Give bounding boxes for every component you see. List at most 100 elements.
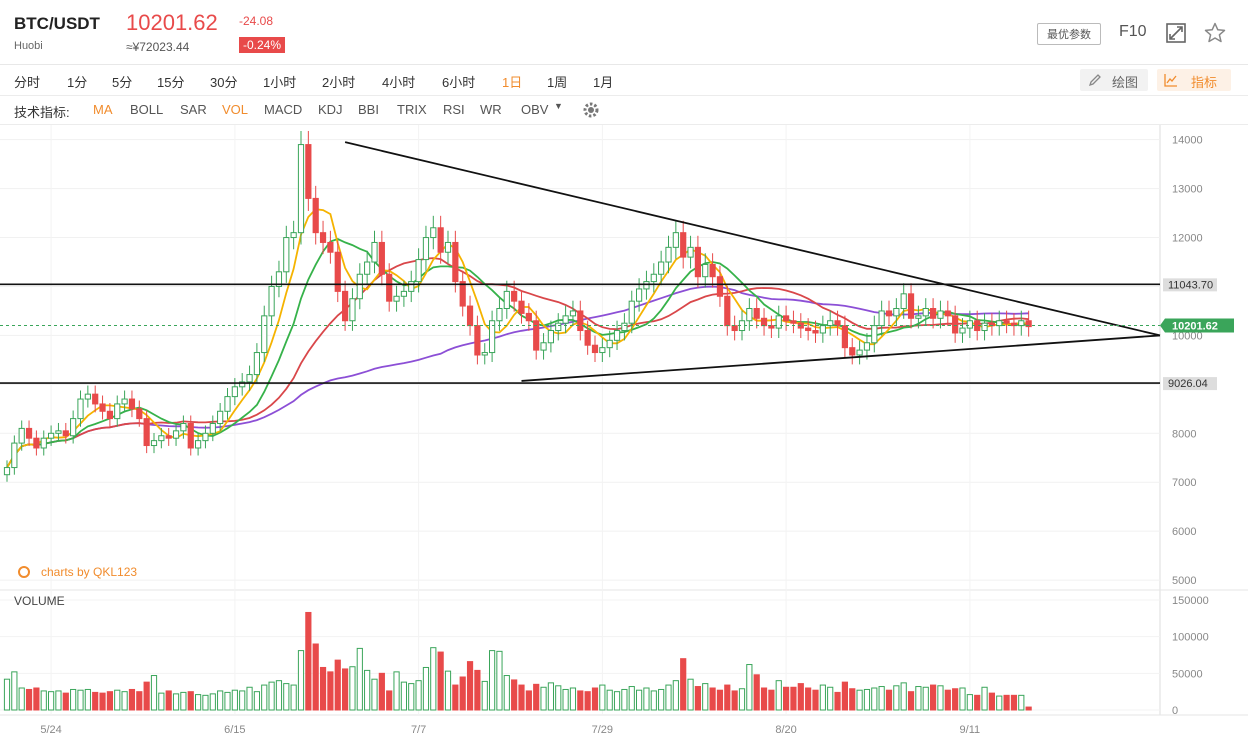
indicator-sar[interactable]: SAR: [180, 102, 207, 117]
volume-bar: [591, 687, 599, 711]
timeframe-6h[interactable]: 6小时: [442, 75, 476, 90]
indicator-trix[interactable]: TRIX: [397, 102, 427, 117]
timeframe-30m[interactable]: 30分: [210, 75, 238, 90]
volume-tick-label: 0: [1172, 705, 1178, 717]
indicator-kdj[interactable]: KDJ: [318, 102, 343, 117]
volume-bar: [459, 676, 466, 711]
candle-body: [511, 290, 518, 302]
draw-button[interactable]: 绘图: [1080, 69, 1148, 91]
trendline-drawings[interactable]: [0, 141, 1161, 384]
star-icon[interactable]: [1203, 21, 1227, 45]
candle-body: [459, 281, 466, 307]
f10-button[interactable]: F10: [1119, 23, 1147, 40]
candle-body: [849, 347, 856, 356]
optimal-params-button[interactable]: 最优参数: [1037, 23, 1101, 45]
candle-body: [966, 320, 973, 329]
volume-bar: [584, 691, 591, 711]
timeframe-15m[interactable]: 15分: [157, 75, 185, 90]
candle-body: [746, 308, 753, 322]
volume-bar: [474, 669, 481, 711]
candle-body: [231, 386, 238, 398]
candle-body: [885, 310, 893, 317]
volume-bar: [224, 691, 231, 711]
volume-bar: [753, 674, 760, 711]
candle-body: [981, 322, 988, 332]
candle-body: [84, 393, 91, 400]
fullscreen-icon[interactable]: [1164, 21, 1188, 45]
volume-bar: [613, 691, 621, 711]
timeframe-1d[interactable]: 1日: [502, 75, 523, 90]
volume-bar: [253, 691, 261, 711]
timeframe-5m[interactable]: 5分: [112, 75, 133, 90]
time-tick-label: 9/11: [960, 724, 981, 736]
indicator-macd[interactable]: MACD: [264, 102, 303, 117]
volume-tick-label: 100000: [1172, 632, 1209, 644]
volume-bar: [966, 694, 973, 711]
timeframe-tick[interactable]: 分时: [14, 75, 41, 90]
volume-bar: [489, 650, 496, 711]
candle-body: [694, 246, 701, 278]
timeframe-1m[interactable]: 1分: [67, 75, 88, 90]
indicator-obv[interactable]: OBV: [521, 102, 549, 117]
indicator-ma[interactable]: MA: [93, 102, 113, 117]
indicator-boll[interactable]: BOLL: [130, 102, 164, 117]
time-tick-label: 7/29: [592, 724, 613, 736]
volume-bar: [959, 687, 966, 711]
candle-body: [305, 144, 312, 199]
timeframe-1h[interactable]: 1小时: [263, 75, 297, 90]
price-tick-label: 5000: [1172, 575, 1196, 587]
candle-body: [907, 293, 915, 319]
volume-bar: [334, 659, 341, 711]
volume-bar: [172, 693, 180, 711]
watermark-text: charts by QKL123: [41, 565, 137, 579]
indicator-rsi[interactable]: RSI: [443, 102, 465, 117]
candle-body: [371, 241, 378, 263]
volume-bar: [246, 686, 253, 711]
gear-icon[interactable]: [582, 101, 600, 119]
price-tick-label: 12000: [1172, 233, 1203, 245]
volume-bar: [422, 666, 430, 711]
volume-bar: [768, 689, 775, 711]
last-price: 10201.62: [126, 10, 218, 35]
candle-body: [239, 381, 246, 388]
volume-bar: [1025, 706, 1032, 711]
volume-bar: [209, 693, 216, 711]
price-tick-label: 7000: [1172, 477, 1196, 489]
chart-watermark: charts by QKL123: [18, 565, 137, 579]
volume-bar: [856, 689, 863, 711]
level-tag: [1163, 377, 1217, 391]
volume-bar: [393, 671, 400, 711]
volume-bar: [239, 690, 246, 711]
candle-body: [466, 305, 474, 327]
ticker-header: BTC/USDT Huobi 10201.62 ≈¥72023.44 -24.0…: [0, 0, 1248, 65]
chart-grid: [0, 125, 1248, 716]
candle-body: [202, 432, 209, 442]
candle-body: [430, 227, 437, 239]
indicator-button[interactable]: 指标: [1157, 69, 1231, 91]
candle-body: [481, 352, 488, 356]
level-tag-label: 9026.04: [1168, 378, 1208, 390]
volume-bar: [290, 684, 297, 711]
timeframe-2h[interactable]: 2小时: [322, 75, 356, 90]
volume-bar: [136, 691, 143, 711]
volume-bar: [261, 684, 268, 711]
indicator-vol[interactable]: VOL: [222, 102, 249, 117]
candle-body: [878, 310, 885, 327]
candle-body: [11, 442, 18, 469]
candle-body: [959, 327, 966, 334]
candle-body: [33, 437, 40, 449]
price-chart[interactable]: 1400013000120001100010000900080007000600…: [0, 125, 1248, 750]
indicator-wr[interactable]: WR: [480, 102, 502, 117]
chevron-down-icon[interactable]: ▼: [554, 101, 563, 111]
timeframe-1w[interactable]: 1周: [547, 75, 568, 90]
price-tick-label: 6000: [1172, 526, 1196, 538]
volume-bar: [827, 686, 834, 711]
timeframe-4h[interactable]: 4小时: [382, 75, 416, 90]
candle-body: [386, 273, 393, 302]
indicator-bbi[interactable]: BBI: [358, 102, 379, 117]
candle-body: [827, 320, 834, 327]
timeframe-1mo[interactable]: 1月: [593, 75, 614, 90]
volume-bar: [1018, 694, 1025, 711]
candle-body: [62, 430, 69, 437]
volume-bar: [871, 687, 878, 711]
